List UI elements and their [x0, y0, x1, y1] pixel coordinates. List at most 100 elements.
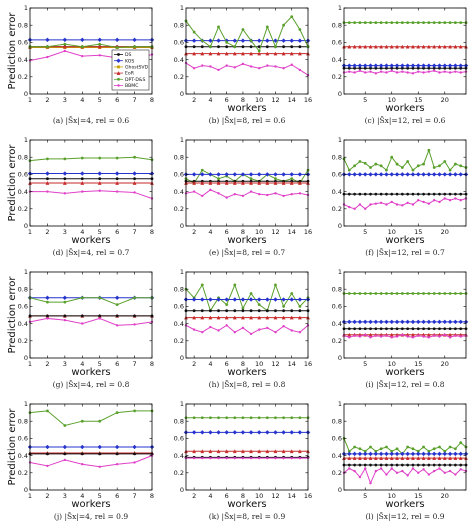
data-point — [379, 447, 383, 451]
series-line-bbmc — [343, 70, 467, 74]
data-point — [406, 21, 410, 25]
data-point — [395, 44, 399, 49]
data-point — [115, 314, 119, 318]
data-point — [358, 192, 362, 196]
data-point — [297, 172, 303, 177]
x-tick-label: 15 — [414, 360, 422, 368]
plot-frame — [343, 139, 467, 227]
data-point — [459, 66, 463, 70]
data-point — [289, 51, 294, 56]
data-point — [133, 191, 136, 194]
legend-marker — [117, 65, 120, 69]
data-point — [405, 44, 410, 49]
x-tick-label: 8 — [241, 360, 245, 368]
data-point — [358, 327, 362, 331]
data-point — [133, 461, 136, 464]
data-point — [63, 177, 67, 181]
data-point — [374, 449, 378, 453]
data-point — [98, 465, 101, 468]
data-point — [209, 188, 212, 192]
x-tick-label: 6 — [115, 96, 119, 104]
data-point — [453, 292, 457, 295]
data-point — [46, 452, 49, 456]
data-point — [217, 68, 220, 72]
data-point — [422, 162, 425, 166]
data-point — [192, 30, 196, 34]
data-point — [282, 324, 285, 328]
x-tick-label: 4 — [80, 228, 84, 236]
x-tick-label: 8 — [150, 360, 154, 368]
data-point — [115, 180, 120, 185]
data-point — [256, 430, 262, 435]
data-point — [362, 172, 368, 177]
data-point — [258, 192, 261, 196]
data-point — [352, 172, 357, 177]
data-point — [417, 334, 420, 337]
data-point — [133, 45, 136, 49]
data-point — [249, 315, 253, 320]
data-point — [232, 51, 237, 56]
data-point — [395, 456, 399, 460]
data-point — [379, 192, 383, 196]
data-point — [373, 456, 378, 460]
data-point — [400, 319, 405, 325]
data-point — [208, 172, 213, 177]
data-point — [347, 172, 352, 177]
data-point — [249, 449, 253, 454]
data-point — [241, 449, 245, 454]
data-point — [191, 297, 197, 302]
data-point — [241, 62, 245, 66]
data-point — [45, 180, 50, 185]
data-point — [98, 296, 102, 300]
data-point — [80, 156, 84, 160]
data-point — [62, 171, 68, 176]
data-point — [427, 463, 431, 467]
data-point — [224, 180, 229, 185]
data-point — [427, 473, 431, 476]
y-tick-label: 0.6 — [18, 303, 28, 311]
data-point — [395, 327, 399, 331]
legend-marker — [117, 84, 120, 87]
data-point — [358, 475, 362, 479]
data-point — [453, 456, 458, 460]
data-point — [249, 190, 253, 193]
data-point — [400, 451, 405, 457]
data-point — [416, 449, 420, 453]
data-point — [390, 21, 394, 25]
plot-frame — [185, 139, 309, 227]
data-point — [379, 467, 383, 470]
data-point — [378, 172, 384, 177]
data-point — [379, 164, 383, 168]
data-point — [274, 45, 277, 49]
data-point — [97, 37, 102, 43]
x-tick-label: 5 — [98, 96, 102, 104]
series-line-dpt-d-s — [343, 438, 467, 455]
data-point — [400, 66, 404, 70]
data-point — [273, 180, 278, 185]
data-point — [63, 458, 67, 462]
y-tick-label: 0.6 — [332, 303, 342, 311]
series-line-bbmc — [185, 189, 309, 199]
data-point — [249, 309, 253, 313]
data-point — [438, 71, 441, 74]
data-point — [374, 66, 378, 70]
data-point — [373, 451, 379, 457]
series-line-bbmc — [185, 324, 309, 335]
data-point — [225, 303, 229, 307]
data-point — [374, 72, 378, 75]
data-point — [216, 449, 221, 454]
data-point — [62, 44, 67, 49]
data-point — [80, 452, 84, 456]
data-point — [379, 21, 383, 25]
data-point — [426, 44, 431, 49]
data-point — [241, 194, 245, 198]
data-point — [232, 38, 238, 43]
data-point — [233, 456, 236, 460]
data-point — [385, 203, 388, 206]
data-point — [249, 177, 253, 181]
data-point — [448, 71, 452, 74]
data-point — [358, 447, 362, 451]
data-point — [395, 71, 399, 74]
y-tick-label: 0 — [180, 486, 184, 494]
